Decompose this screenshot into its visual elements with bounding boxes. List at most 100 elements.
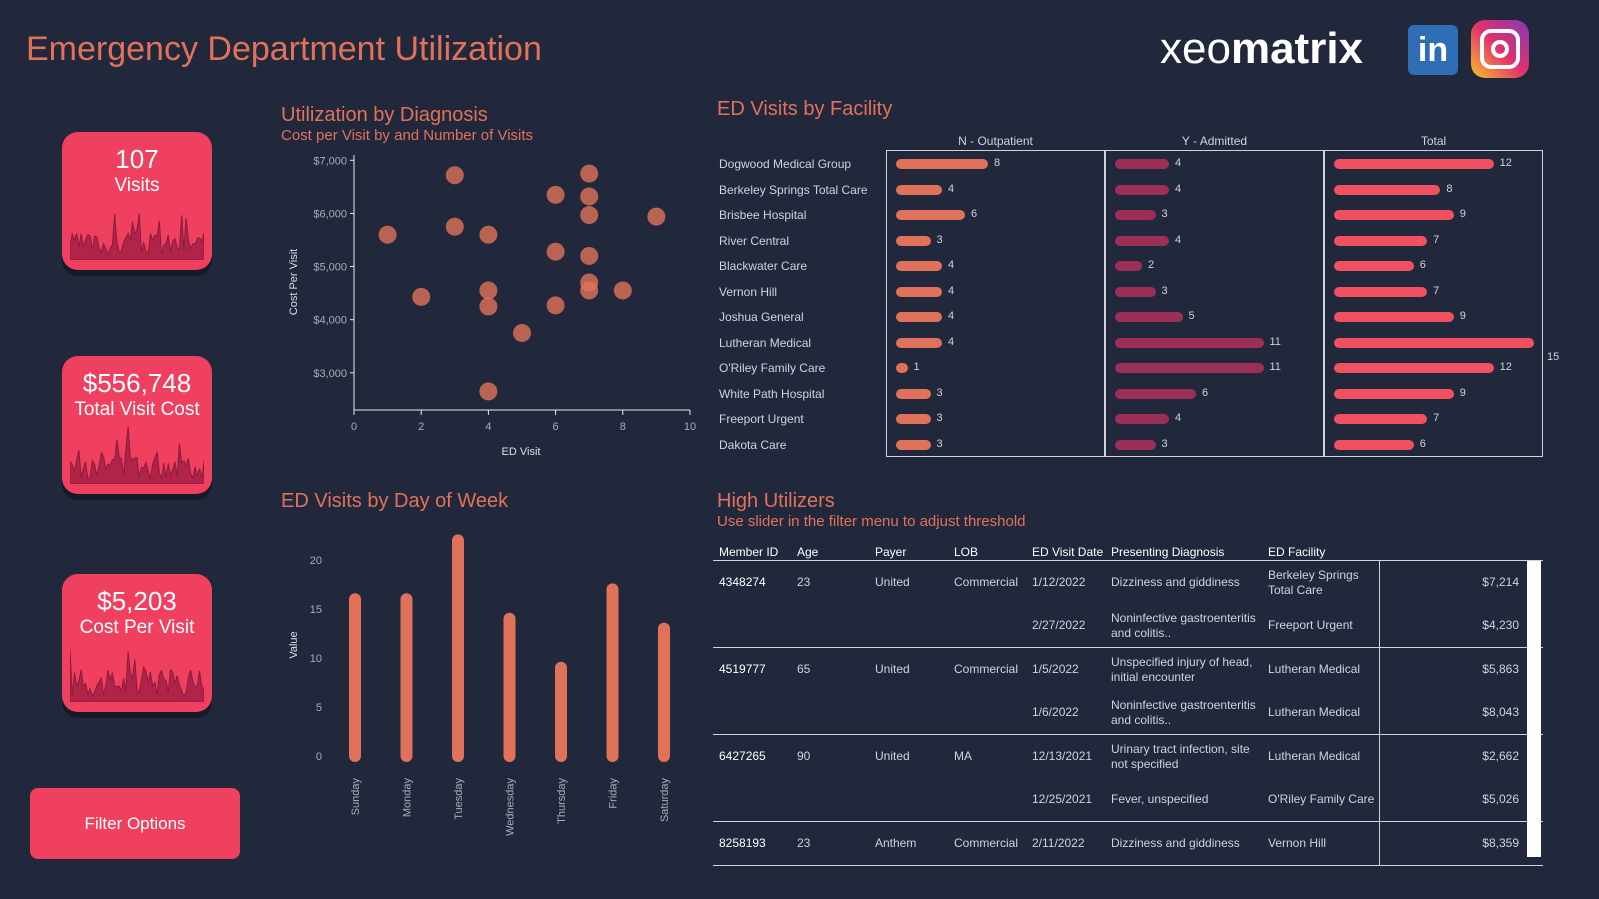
payer: United [875, 749, 910, 763]
facility: Freeport Urgent [1268, 618, 1353, 632]
facility-name: Blackwater Care [719, 259, 808, 273]
scatter-point [580, 164, 599, 183]
column-header: Member ID [719, 545, 779, 559]
high-utilizers-subtitle: Use slider in the filter menu to adjust … [717, 513, 1026, 530]
sparkline-area [70, 648, 204, 702]
kpi-label: Total Visit Cost [74, 399, 200, 420]
facility-name: Brisbee Hospital [719, 208, 807, 222]
table-row[interactable]: 6427265 90 United MA 12/13/2021 Urinary tract… [713, 735, 1543, 778]
facility-bar [1115, 159, 1169, 169]
bar-value: 4 [948, 310, 955, 322]
bar-value: 11 [1269, 335, 1281, 348]
scatter-chart: 0 2 4 6 8 10 $3,000 $4,000 $5,000 $6,000 $7,000 ED … [288, 155, 696, 458]
member-id: 4519777 [719, 662, 766, 676]
facility-bar [896, 235, 931, 246]
bar-value: 3 [1161, 437, 1168, 450]
bar-value: 2 [1148, 259, 1155, 271]
table-row[interactable]: 2/27/2022 Noninfective gastroenteritis an… [713, 604, 1543, 647]
member-id: 8258193 [719, 836, 766, 850]
lob: Commercial [954, 836, 1019, 850]
x-tick-label: Saturday [659, 778, 671, 823]
facility-name: O'Riley Family Care [719, 361, 826, 375]
member-group: 8258193 23 Anthem Commercial 2/11/2022 Dizzin… [713, 822, 1543, 866]
bar [606, 583, 619, 762]
scatter-point [479, 297, 498, 316]
diagnosis: Noninfective gastroenteritis and colitis… [1111, 697, 1256, 727]
bar-value: 4 [948, 284, 955, 297]
table-header: Member ID Age Payer LOB ED Visit Date Present… [713, 543, 1543, 561]
facility-bar [896, 312, 942, 322]
bar-value: 7 [1433, 284, 1440, 297]
diagnosis: Dizziness and giddiness [1111, 836, 1240, 850]
y-axis-label: Value [288, 631, 300, 658]
column-header: ED Visit Date [1032, 545, 1104, 559]
facility-bar [896, 363, 908, 373]
member-group: 4519777 65 United Commercial 1/5/2022 Unspeci… [713, 648, 1543, 735]
y-tick-label: $4,000 [313, 315, 347, 327]
kpi-visits: 107 Visits [62, 132, 212, 270]
page-title: Emergency Department Utilization [26, 30, 542, 68]
age: 90 [797, 749, 811, 763]
kpi-label: Visits [114, 175, 160, 196]
facility-bar [1334, 210, 1454, 220]
scatter-point [479, 281, 498, 300]
column-panel [1105, 150, 1324, 457]
table-row[interactable]: 8258193 23 Anthem Commercial 2/11/2022 Dizzin… [713, 822, 1543, 865]
facility-bar [896, 210, 965, 220]
member-id: 6427265 [719, 749, 766, 763]
scatter-point [546, 242, 565, 261]
linkedin-icon[interactable]: in [1408, 25, 1458, 75]
facility-name: Joshua General [719, 310, 804, 324]
bar-value: 12 [1499, 157, 1512, 169]
bar-value: 4 [1175, 233, 1182, 246]
bar-value: 4 [948, 335, 955, 348]
sparkline-area [70, 213, 204, 260]
table-row[interactable]: 1/6/2022 Noninfective gastroenteritis and… [713, 691, 1543, 734]
facility-bar [1115, 388, 1196, 399]
visit-cost: $4,230 [1482, 618, 1519, 632]
bar-value: 4 [1175, 182, 1182, 195]
instagram-icon[interactable] [1471, 20, 1529, 78]
age: 23 [797, 836, 811, 850]
table-row[interactable]: 4348274 23 United Commercial 1/12/2022 Dizzin… [713, 561, 1543, 604]
column-header: N - Outpatient [958, 134, 1033, 148]
filter-options-button[interactable]: Filter Options [30, 788, 240, 859]
kpi-value: 107 [115, 144, 159, 174]
bar-value: 8 [1446, 182, 1453, 195]
bar-value: 4 [1175, 412, 1182, 424]
facility-bar [1334, 414, 1428, 424]
bar-title: ED Visits by Day of Week [281, 490, 509, 512]
y-axis-label: Cost Per Visit [288, 249, 300, 315]
scatter-point [613, 281, 632, 300]
table-row[interactable]: 4519777 65 United Commercial 1/5/2022 Unspeci… [713, 648, 1543, 691]
kpi-label: Cost Per Visit [79, 617, 195, 638]
kpi-value: $5,203 [97, 586, 177, 616]
facility: Lutheran Medical [1268, 662, 1361, 676]
facility-bar [1334, 184, 1441, 195]
visit-cost: $8,043 [1482, 705, 1519, 719]
facility-bar [896, 388, 931, 399]
scatter-point [546, 185, 565, 204]
x-tick-label: Friday [608, 778, 620, 809]
member-id: 4348274 [719, 575, 766, 589]
facility-bar [1334, 235, 1428, 246]
y-tick-label: $7,000 [313, 155, 347, 167]
scatter-point [378, 225, 397, 244]
scatter-title: Utilization by Diagnosis [281, 104, 488, 126]
bar-chart: 0 5 10 15 20 Value Sunday Monday Tuesday Wednesda… [288, 534, 671, 836]
payer: United [875, 575, 910, 589]
facility-name: Vernon Hill [719, 284, 778, 299]
bar-value: 11 [1269, 361, 1281, 373]
y-tick-label: 20 [310, 555, 322, 567]
diagnosis: Dizziness and giddiness [1111, 575, 1240, 589]
bar-value: 4 [1175, 157, 1182, 169]
bar-value: 3 [936, 412, 943, 424]
x-tick-label: 6 [553, 421, 559, 433]
bar [658, 622, 670, 762]
facility-bar [1115, 210, 1156, 220]
scrollbar[interactable] [1527, 561, 1541, 857]
y-tick-label: 10 [310, 653, 322, 665]
scatter-point [580, 246, 599, 265]
table-row[interactable]: 12/25/2021 Fever, unspecified O'Riley Fami… [713, 778, 1543, 821]
column-header: Presenting Diagnosis [1111, 545, 1225, 559]
